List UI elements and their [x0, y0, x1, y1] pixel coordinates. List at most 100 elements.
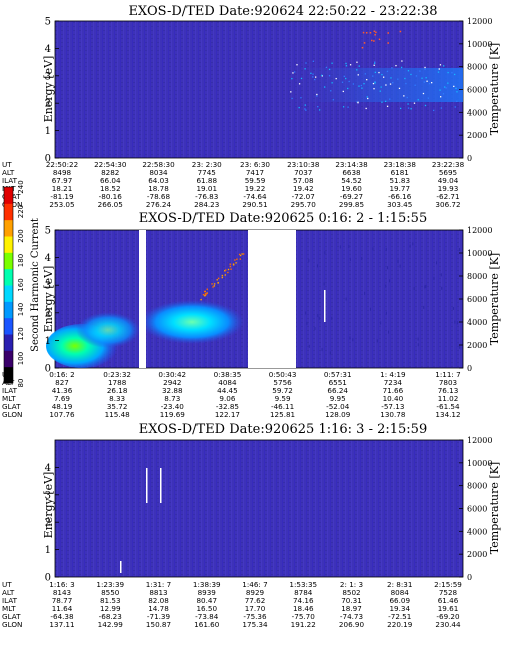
scatter-point	[345, 65, 348, 67]
scatter-point	[329, 351, 331, 355]
table-row-label: MLT	[2, 604, 16, 613]
table-cell: 107.76	[49, 410, 75, 419]
scatter-point	[204, 295, 206, 297]
y2-tick-label: 0	[467, 364, 472, 373]
scatter-point	[374, 61, 376, 63]
table-row-label: UT	[2, 160, 12, 169]
table-cell: -61.54	[436, 402, 460, 411]
table-cell: -72.07	[292, 192, 315, 201]
table-cell: 51.83	[389, 176, 410, 185]
scatter-point	[373, 88, 375, 90]
table-cell: 10.40	[383, 394, 404, 403]
scatter-point	[304, 68, 306, 70]
table-cell: -74.73	[340, 612, 363, 621]
scatter-point	[349, 257, 351, 261]
panel-1-y2-ticks: 0 2000 4000 6000 8000 10000 12000	[459, 17, 492, 163]
y2-tick-label: 6000	[467, 86, 487, 95]
scatter-point	[443, 65, 445, 67]
scatter-point	[227, 268, 230, 271]
panel-1-warm-band	[280, 68, 463, 102]
table-row-label: ILAT	[2, 386, 18, 395]
table-cell: 7745	[198, 168, 216, 177]
table-cell: 59.59	[245, 176, 266, 185]
table-cell: -69.20	[436, 612, 460, 621]
table-cell: 119.69	[160, 410, 186, 419]
table-cell: 130.78	[380, 410, 406, 419]
scatter-point	[417, 337, 419, 341]
scatter-point	[406, 96, 408, 99]
table-cell: 19.93	[438, 184, 459, 193]
scatter-point	[459, 345, 461, 349]
table-cell: -23.40	[161, 402, 185, 411]
panel-2-y2-ticks: 0 2000 4000 6000 8000 10000 12000	[459, 226, 492, 373]
scatter-point	[317, 106, 319, 108]
scatter-point	[388, 330, 390, 334]
scatter-point	[363, 83, 365, 85]
table-cell: -81.19	[50, 192, 74, 201]
table-cell: 1:23:39	[96, 580, 124, 589]
scatter-point	[316, 93, 318, 96]
scatter-point	[454, 73, 456, 76]
table-row-label: MLT	[2, 394, 16, 403]
scatter-point	[211, 283, 213, 285]
colorbar-tick-label: 180	[17, 254, 25, 267]
scatter-point	[422, 92, 425, 95]
table-cell: 41.36	[52, 386, 73, 395]
panel-3: EXOS-D/TED Date:920625 1:16: 3 - 2:15:59…	[2, 422, 501, 629]
table-cell: 8502	[342, 588, 360, 597]
scatter-point	[362, 31, 365, 34]
scatter-point	[373, 62, 376, 64]
scatter-point	[381, 101, 383, 103]
table-cell: 19.61	[438, 604, 459, 613]
scatter-point	[290, 91, 292, 93]
table-cell: -72.51	[388, 612, 411, 621]
scatter-point	[376, 339, 378, 343]
scatter-point	[425, 284, 427, 288]
scatter-point	[447, 71, 449, 74]
y2-tick-label: 4000	[467, 318, 487, 327]
scatter-point	[456, 321, 458, 325]
scatter-point	[224, 274, 226, 276]
scatter-point	[293, 71, 296, 73]
scatter-point	[369, 307, 371, 311]
table-cell: -78.68	[147, 192, 171, 201]
scatter-point	[316, 264, 318, 268]
scatter-point	[331, 82, 333, 84]
scatter-point	[387, 42, 389, 44]
scatter-point	[428, 83, 431, 85]
table-cell: 59.72	[272, 386, 293, 395]
scatter-point	[361, 87, 363, 89]
scatter-point	[369, 31, 372, 34]
table-cell: 290.51	[242, 200, 267, 209]
scatter-point	[447, 82, 449, 84]
scatter-point	[296, 64, 298, 66]
table-cell: -74.64	[243, 192, 267, 201]
scatter-point	[387, 266, 389, 270]
colorbar-tick-label: 160	[17, 278, 25, 291]
scatter-point	[312, 73, 314, 75]
scatter-point	[241, 253, 243, 255]
scatter-point	[381, 73, 383, 76]
table-cell: 0:30:42	[158, 370, 186, 379]
y2-tick-label: 8000	[467, 272, 487, 281]
scatter-point	[380, 321, 382, 325]
table-cell: 8784	[294, 588, 313, 597]
table-cell: 150.87	[146, 620, 171, 629]
scatter-point	[427, 97, 429, 99]
table-cell: 57.08	[293, 176, 314, 185]
colorbar-swatch	[4, 203, 13, 221]
table-cell: 0:50:43	[269, 370, 297, 379]
scatter-point	[314, 78, 316, 81]
table-cell: 8.73	[164, 394, 180, 403]
table-cell: 23:18:38	[384, 160, 417, 169]
table-cell: -68.23	[99, 612, 122, 621]
scatter-point	[386, 70, 389, 73]
scatter-point	[453, 85, 455, 88]
scatter-point	[399, 264, 401, 268]
scatter-point	[424, 68, 426, 70]
scatter-point	[372, 82, 375, 85]
table-cell: 253.05	[49, 200, 74, 209]
scatter-point	[410, 108, 412, 110]
scatter-point	[217, 282, 219, 284]
